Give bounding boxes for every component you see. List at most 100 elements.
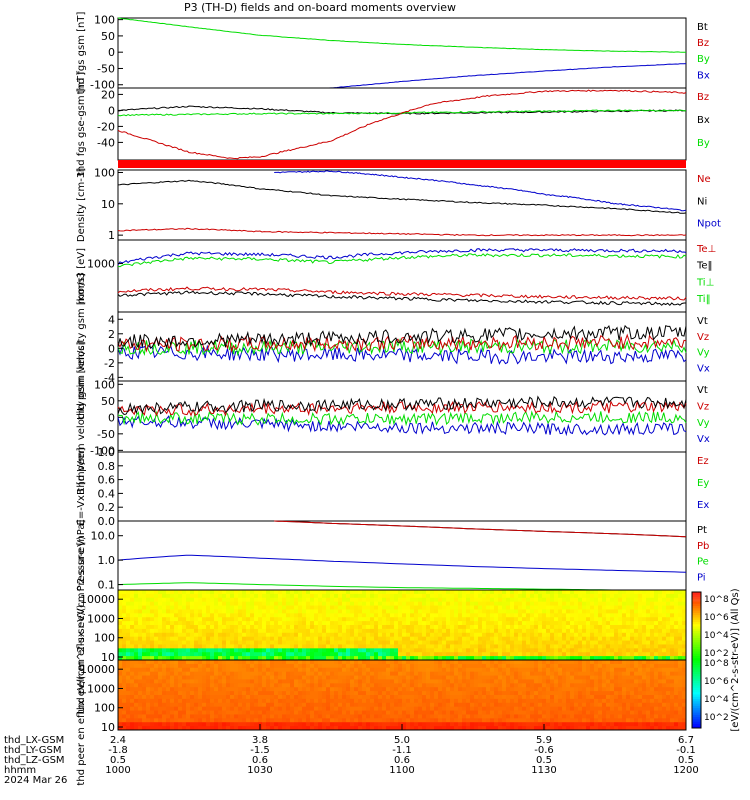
heatmap-cell bbox=[506, 617, 511, 622]
heatmap-cell bbox=[126, 656, 131, 661]
heatmap-cell bbox=[478, 648, 483, 653]
heatmap-cell bbox=[210, 675, 215, 680]
heatmap-cell bbox=[518, 644, 523, 649]
heatmap-cell bbox=[218, 656, 223, 661]
heatmap-cell bbox=[506, 695, 511, 700]
heatmap-cell bbox=[218, 628, 223, 634]
heatmap-cell bbox=[450, 597, 455, 603]
heatmap-cell bbox=[230, 632, 235, 638]
heatmap-cell bbox=[254, 710, 259, 715]
heatmap-cell bbox=[314, 675, 319, 680]
heatmap-cell bbox=[506, 691, 511, 696]
heatmap-cell bbox=[298, 698, 303, 704]
heatmap-cell bbox=[454, 663, 459, 669]
heatmap-cell bbox=[310, 702, 315, 708]
heatmap-cell bbox=[270, 644, 275, 649]
heatmap-cell bbox=[318, 605, 323, 610]
heatmap-cell bbox=[474, 628, 479, 634]
heatmap-cell bbox=[274, 652, 279, 657]
heatmap-cell bbox=[582, 726, 587, 731]
heatmap-cell bbox=[190, 706, 195, 712]
heatmap-cell bbox=[578, 714, 583, 719]
heatmap-cell bbox=[434, 632, 439, 638]
heatmap-cell bbox=[290, 671, 295, 677]
heatmap-cell bbox=[518, 706, 523, 712]
heatmap-cell bbox=[214, 648, 219, 653]
heatmap-cell bbox=[354, 714, 359, 719]
heatmap-cell bbox=[130, 652, 135, 657]
heatmap-cell bbox=[134, 714, 139, 719]
heatmap-cell bbox=[282, 648, 287, 653]
heatmap-cell bbox=[350, 675, 355, 680]
heatmap-cell bbox=[198, 695, 203, 700]
heatmap-cell bbox=[286, 683, 291, 688]
heatmap-cell bbox=[414, 660, 419, 665]
heatmap-cell bbox=[358, 726, 363, 731]
heatmap-cell bbox=[182, 609, 187, 614]
heatmap-cell bbox=[526, 675, 531, 680]
heatmap-cell bbox=[166, 652, 171, 657]
heatmap-cell bbox=[618, 625, 623, 630]
heatmap-cell bbox=[506, 675, 511, 680]
heatmap-cell bbox=[122, 632, 127, 638]
heatmap-cell bbox=[494, 663, 499, 669]
heatmap-cell bbox=[190, 695, 195, 700]
heatmap-cell bbox=[370, 652, 375, 657]
heatmap-cell bbox=[250, 625, 255, 630]
heatmap-cell bbox=[314, 601, 319, 607]
heatmap-cell bbox=[506, 663, 511, 669]
heatmap-cell bbox=[346, 609, 351, 614]
heatmap-cell bbox=[334, 660, 339, 665]
heatmap-cell bbox=[274, 718, 279, 723]
heatmap-cell bbox=[234, 679, 239, 684]
heatmap-cell bbox=[338, 625, 343, 630]
heatmap-cell bbox=[266, 597, 271, 603]
heatmap-cell bbox=[446, 590, 451, 595]
heatmap-cell bbox=[614, 648, 619, 653]
heatmap-cell bbox=[538, 644, 543, 649]
heatmap-cell bbox=[126, 718, 131, 723]
heatmap-cell bbox=[542, 593, 547, 599]
heatmap-cell bbox=[438, 675, 443, 680]
heatmap-cell bbox=[230, 605, 235, 610]
heatmap-cell bbox=[378, 695, 383, 700]
heatmap-cell bbox=[434, 636, 439, 642]
heatmap-cell bbox=[674, 617, 679, 622]
heatmap-cell bbox=[638, 590, 643, 595]
heatmap-cell bbox=[490, 644, 495, 649]
legend-entry: Ex bbox=[697, 500, 709, 511]
heatmap-cell bbox=[142, 648, 147, 653]
heatmap-cell bbox=[450, 625, 455, 630]
heatmap-cell bbox=[406, 590, 411, 595]
heatmap-cell bbox=[322, 593, 327, 599]
heatmap-cell bbox=[522, 722, 527, 727]
heatmap-cell bbox=[398, 609, 403, 614]
heatmap-cell bbox=[370, 667, 375, 673]
heatmap-cell bbox=[666, 656, 671, 661]
heatmap-cell bbox=[514, 702, 519, 708]
heatmap-cell bbox=[354, 605, 359, 610]
heatmap-cell bbox=[246, 691, 251, 696]
heatmap-cell bbox=[622, 691, 627, 696]
heatmap-cell bbox=[498, 593, 503, 599]
heatmap-cell bbox=[650, 636, 655, 642]
heatmap-cell bbox=[146, 675, 151, 680]
heatmap-cell bbox=[122, 663, 127, 669]
heatmap-cell bbox=[410, 718, 415, 723]
heatmap-cell bbox=[654, 644, 659, 649]
heatmap-cell bbox=[638, 613, 643, 618]
heatmap-cell bbox=[198, 617, 203, 622]
heatmap-cell bbox=[646, 625, 651, 630]
heatmap-cell bbox=[238, 632, 243, 638]
heatmap-cell bbox=[418, 648, 423, 653]
heatmap-cell bbox=[646, 621, 651, 626]
heatmap-cell bbox=[254, 652, 259, 657]
heatmap-cell bbox=[138, 706, 143, 712]
legend-entry: Te⊥ bbox=[696, 244, 716, 255]
heatmap-cell bbox=[366, 640, 371, 645]
heatmap-cell bbox=[550, 663, 555, 669]
heatmap-cell bbox=[326, 609, 331, 614]
y-tick-label: -20 bbox=[97, 120, 115, 133]
heatmap-cell bbox=[458, 691, 463, 696]
legend-entry: Bx bbox=[697, 70, 710, 81]
